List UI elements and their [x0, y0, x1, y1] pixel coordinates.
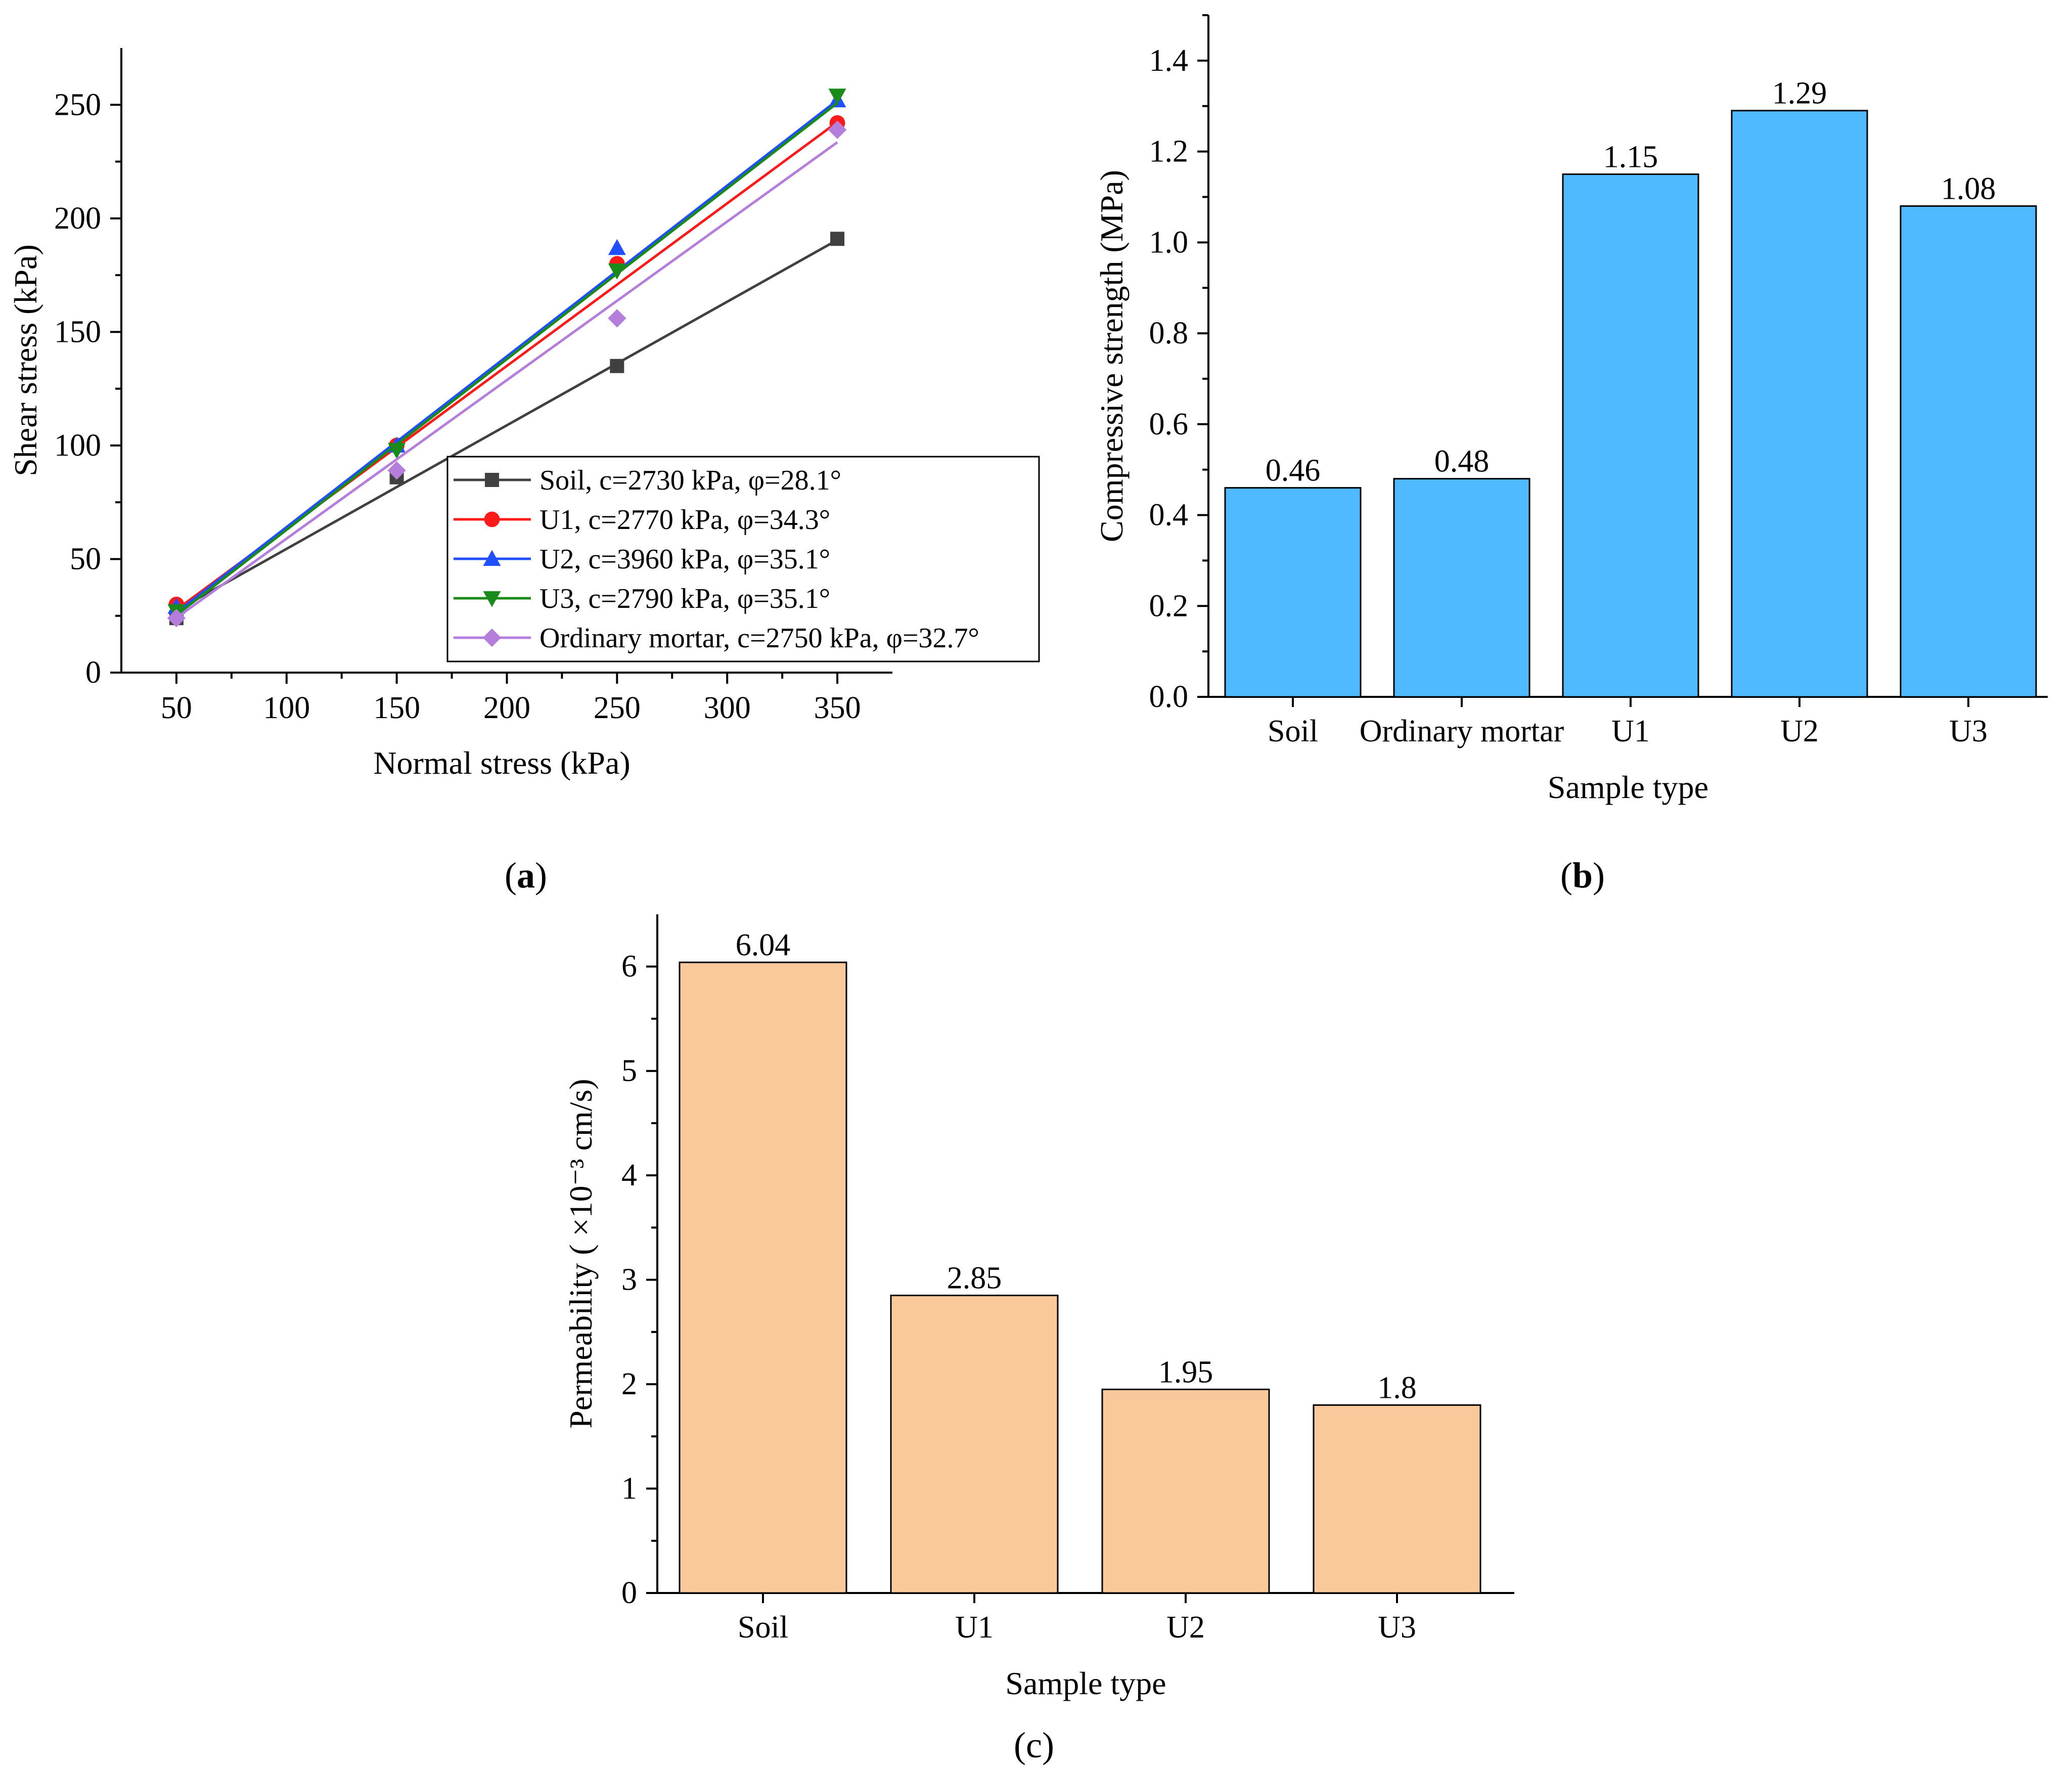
bar	[1562, 173, 1699, 698]
bar	[1313, 1404, 1481, 1594]
data-point	[608, 239, 626, 255]
x-tick-label: Soil	[738, 1610, 788, 1645]
y-tick-label: 1.4	[1149, 43, 1189, 78]
x-tick-label: U2	[1166, 1610, 1205, 1645]
fit-line	[175, 239, 838, 612]
legend-entry: Ordinary mortar, c=2750 kPa, φ=32.7°	[539, 623, 979, 654]
y-tick-label: 0.2	[1149, 589, 1189, 623]
panel-label-a: (a)	[505, 855, 547, 896]
legend-marker	[483, 550, 501, 566]
x-tick-label: U1	[1611, 714, 1650, 748]
x-tick-label: U3	[1949, 714, 1988, 748]
y-tick-label: 200	[54, 201, 101, 236]
y-axis-title: Compressive strength (MPa)	[1094, 170, 1130, 542]
data-label: 1.8	[1377, 1370, 1417, 1405]
data-point	[608, 309, 626, 328]
x-axis-title: Sample type	[1548, 769, 1708, 805]
data-point	[828, 120, 847, 139]
bar	[1224, 487, 1362, 698]
y-tick-label: 2	[621, 1367, 637, 1401]
x-tick-label: U2	[1780, 714, 1819, 748]
y-tick-label: 0.6	[1149, 407, 1189, 441]
y-tick-label: 5	[621, 1054, 637, 1088]
y-tick-label: 6	[621, 949, 637, 984]
bar	[1731, 110, 1868, 698]
x-tick-label: 250	[594, 691, 641, 725]
y-axis-title: Permeability ( ×10⁻³ cm/s)	[563, 1079, 599, 1429]
panel-b-compressive-chart: 0.0 0.2 0.4 0.6 0.8 1.0 1.2 1.4 0.46 Soil 0.48 Ordi…	[1094, 14, 2048, 896]
panel-label-b: (b)	[1560, 855, 1605, 896]
bar	[679, 961, 847, 1594]
bar	[890, 1295, 1059, 1594]
y-tick-label: 3	[621, 1263, 637, 1297]
legend-box	[446, 456, 1040, 662]
x-tick-label: 300	[704, 691, 751, 725]
data-point	[828, 88, 846, 105]
legend-entry: U3, c=2790 kPa, φ=35.1°	[539, 583, 830, 614]
legend-marker	[483, 591, 501, 607]
x-axis-title: Normal stress (kPa)	[373, 745, 630, 781]
bar	[1101, 1388, 1270, 1594]
y-tick-label: 1.2	[1149, 135, 1189, 169]
series-4	[167, 120, 847, 628]
legend-marker	[484, 511, 500, 527]
panel-a-shear-chart: 50 100 150 200 250 300 350 0 50 100 150 200 250 Norma…	[8, 48, 1040, 896]
bar	[1393, 478, 1530, 698]
data-point	[388, 442, 406, 459]
data-point	[830, 232, 845, 246]
x-tick-label: Ordinary mortar	[1360, 714, 1564, 748]
data-label: 0.46	[1266, 454, 1321, 488]
data-label: 0.48	[1434, 445, 1490, 479]
data-label: 1.95	[1158, 1355, 1213, 1389]
x-axis-title: Sample type	[1005, 1665, 1166, 1701]
series-3	[167, 88, 846, 621]
legend-marker	[482, 628, 502, 647]
legend-marker	[485, 473, 499, 487]
x-tick-label: Soil	[1268, 714, 1318, 748]
data-point	[610, 359, 624, 373]
data-point	[167, 609, 186, 628]
bar	[1900, 205, 2037, 698]
fit-line	[175, 99, 838, 613]
y-tick-label: 150	[54, 315, 101, 349]
y-tick-label: 50	[70, 542, 101, 576]
panel-label-c: (c)	[1014, 1725, 1054, 1765]
data-label: 1.15	[1603, 140, 1658, 174]
y-tick-label: 0	[85, 655, 101, 690]
x-tick-label: 350	[814, 691, 861, 725]
data-point	[387, 461, 406, 480]
y-tick-label: 1	[621, 1472, 637, 1506]
y-tick-label: 0.8	[1149, 316, 1189, 350]
panel-c-permeability-chart: 0 1 2 3 4 5 6 6.04 Soil 2.85 U1 1.95 U2 1.8 U3 Sample t…	[563, 914, 1514, 1765]
x-tick-label: 50	[161, 691, 192, 725]
y-tick-label: 0	[621, 1576, 637, 1610]
y-axis-title: Shear stress (kPa)	[8, 244, 43, 476]
y-tick-label: 0.0	[1149, 680, 1189, 714]
legend-entry: U2, c=3960 kPa, φ=35.1°	[539, 544, 830, 575]
y-tick-label: 4	[621, 1158, 637, 1192]
y-tick-label: 0.4	[1149, 498, 1189, 533]
fit-line	[175, 141, 838, 619]
legend-entry: Soil, c=2730 kPa, φ=28.1°	[539, 465, 841, 496]
legend: Soil, c=2730 kPa, φ=28.1° U1, c=2770 kPa,…	[446, 456, 1040, 662]
y-tick-label: 1.0	[1149, 225, 1189, 259]
y-tick-label: 250	[54, 87, 101, 122]
data-label: 1.08	[1941, 171, 1996, 206]
x-tick-label: 150	[373, 691, 420, 725]
x-tick-label: U3	[1378, 1610, 1416, 1645]
fit-line	[175, 102, 838, 616]
legend-entry: U1, c=2770 kPa, φ=34.3°	[539, 504, 830, 536]
x-tick-label: U1	[955, 1610, 994, 1645]
x-tick-label: 200	[483, 691, 530, 725]
data-label: 6.04	[736, 928, 791, 962]
data-point	[608, 263, 626, 280]
y-tick-label: 100	[54, 428, 101, 463]
data-label: 2.85	[947, 1261, 1002, 1296]
data-label: 1.29	[1772, 76, 1827, 111]
x-tick-label: 100	[263, 691, 310, 725]
